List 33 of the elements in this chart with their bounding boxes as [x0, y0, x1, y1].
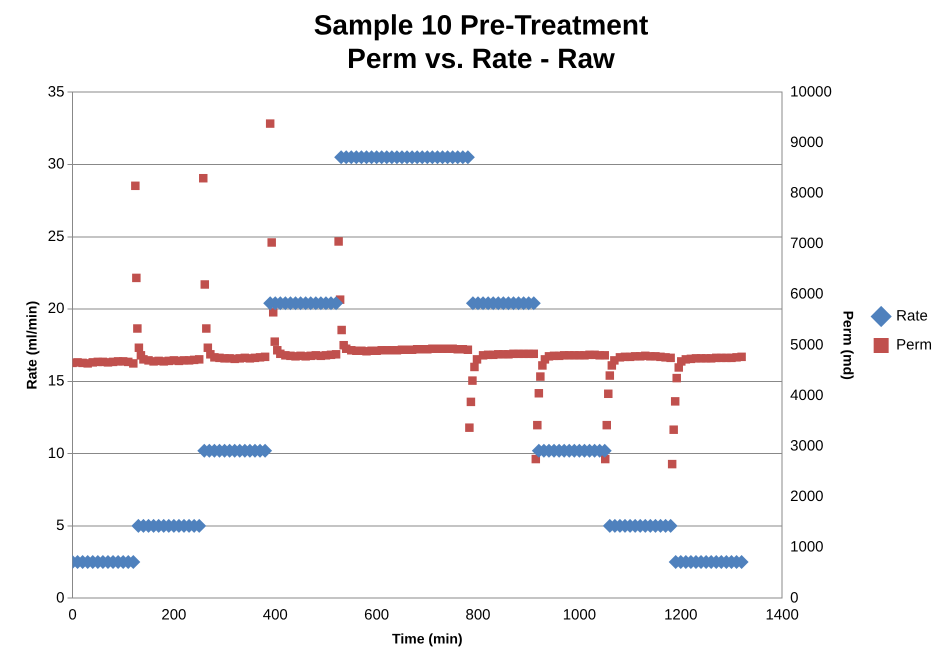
y-tick-label: 30	[48, 156, 64, 173]
legend-label: Perm	[896, 336, 932, 354]
y2-tick-label: 2000	[790, 488, 824, 506]
x-tick-label: 0	[68, 606, 77, 624]
y2-tick-label: 6000	[790, 286, 824, 303]
y2-tick-label: 5000	[790, 336, 824, 354]
y2-tick-label: 10000	[790, 83, 832, 100]
y-tick-label: 5	[56, 517, 64, 534]
y2-tick-label: 9000	[790, 134, 824, 151]
y-tick-label: 10	[48, 444, 64, 462]
y2-tick-label: 0	[790, 589, 798, 606]
x-axis-title: Time (min)	[392, 630, 463, 646]
x-tick-label: 1400	[765, 606, 799, 624]
y-tick-label: 20	[48, 300, 64, 318]
x-tick-label: 800	[465, 606, 491, 624]
chart-title: Sample 10 Pre-Treatment Perm vs. Rate - Raw	[314, 10, 648, 74]
y-tick-label: 25	[48, 228, 64, 245]
x-tick-label: 1000	[562, 606, 596, 624]
x-tick-label: 200	[161, 606, 186, 624]
x-tick-label: 400	[262, 606, 288, 624]
y2-tick-label: 4000	[790, 386, 824, 404]
x-tick-label: 600	[364, 606, 390, 624]
y2-axis-title: Perm (md)	[840, 310, 856, 380]
y2-tick-label: 3000	[790, 438, 824, 455]
y-tick-label: 35	[48, 83, 64, 100]
x-tick-label: 1200	[664, 606, 698, 624]
y2-tick-label: 7000	[790, 235, 824, 252]
y-tick-label: 15	[48, 372, 64, 390]
y-axis-title: Rate (ml/min)	[23, 300, 40, 390]
y2-tick-label: 1000	[790, 538, 824, 556]
y2-tick-label: 8000	[790, 184, 824, 202]
y-tick-label: 0	[56, 589, 64, 606]
legend-label: Rate	[896, 308, 928, 325]
